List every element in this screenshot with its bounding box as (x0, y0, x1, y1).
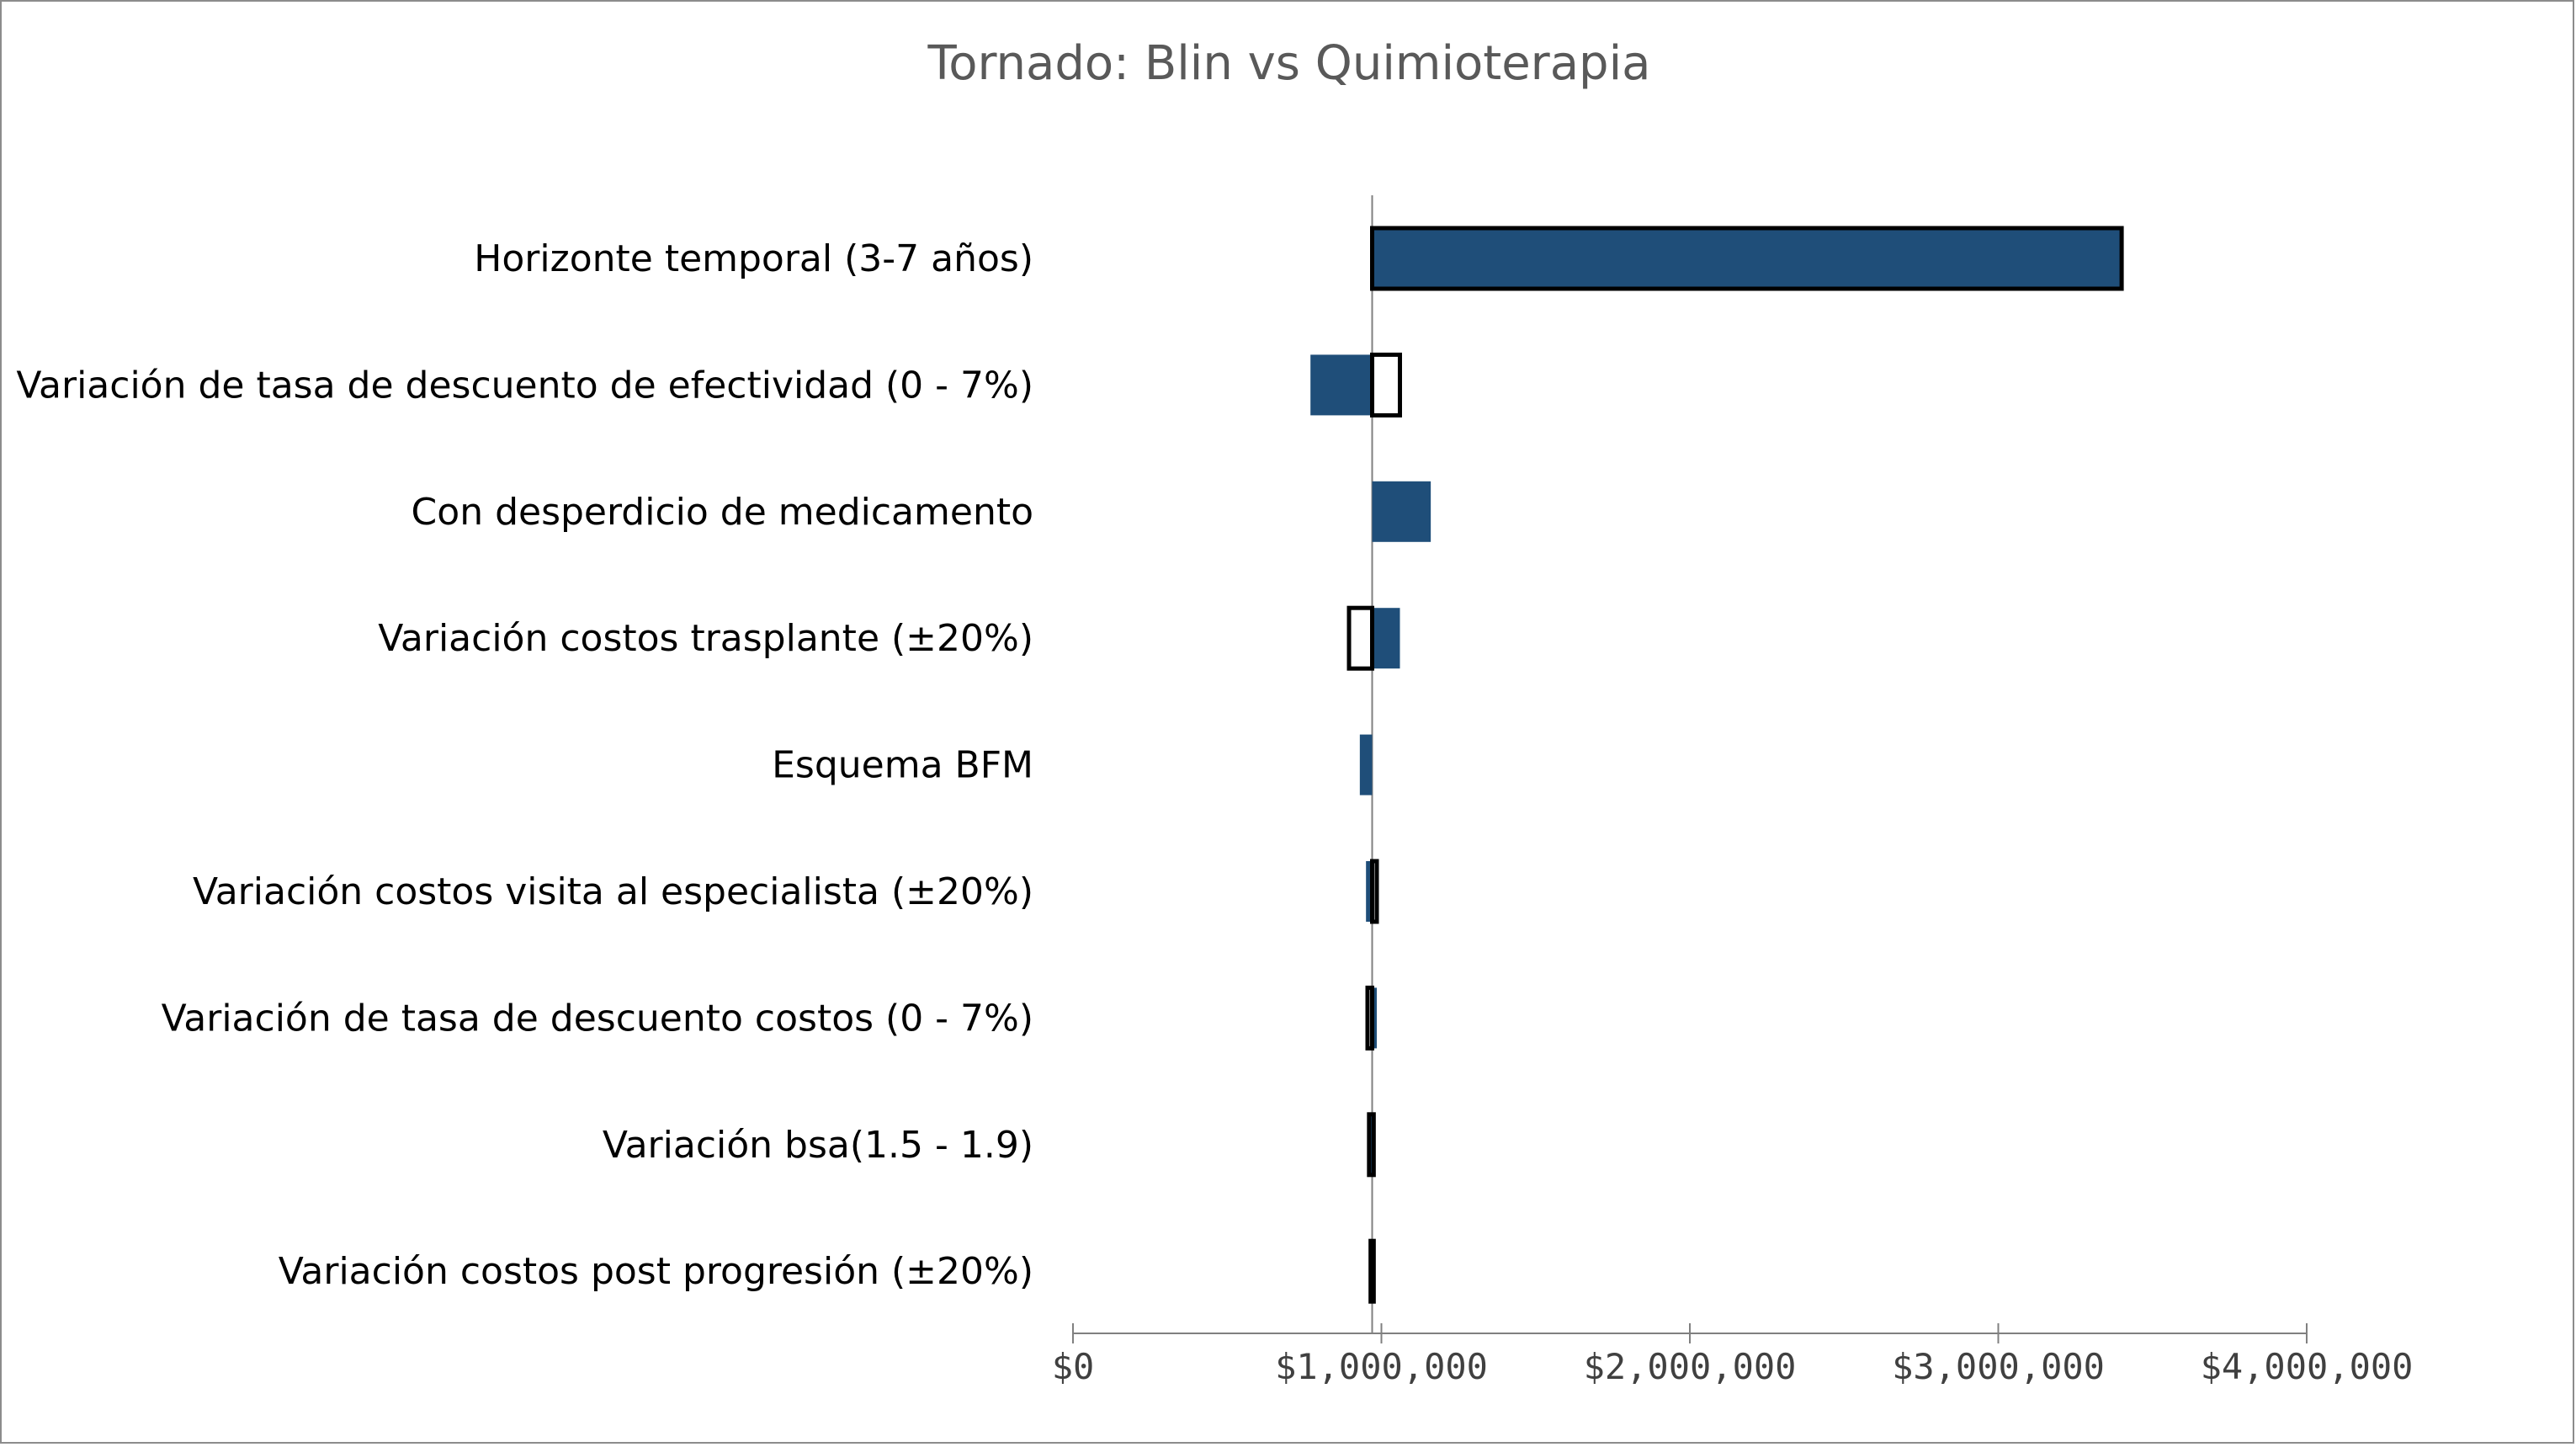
bar-outlined (1370, 352, 1402, 418)
category-label: Horizonte temporal (3-7 años) (474, 237, 1033, 280)
category-label: Esquema BFM (772, 744, 1033, 787)
x-tick-label: $0 (1052, 1346, 1095, 1387)
category-label: Con desperdicio de medicamento (412, 491, 1033, 534)
x-tick-label: $3,000,000 (1892, 1346, 2105, 1387)
bar-filled (1359, 734, 1373, 795)
bar-outlined (1367, 1112, 1376, 1178)
x-tick-label: $1,000,000 (1275, 1346, 1488, 1387)
bar-filled (1372, 228, 2122, 289)
chart-title: Tornado: Blin vs Quimioterapia (927, 36, 1651, 91)
bar-outlined (1368, 1238, 1376, 1304)
category-label: Variación costos trasplante (±20%) (378, 617, 1033, 660)
category-label: Variación de tasa de descuento de efecti… (16, 364, 1033, 407)
category-labels: Horizonte temporal (3-7 años) Variación d… (16, 237, 1033, 1293)
bar-filled (1366, 861, 1373, 922)
bar-outlined (1370, 226, 2124, 291)
x-axis: $0 $1,000,000 $2,000,000 $3,000,000 $4,000,0… (1052, 1323, 2414, 1387)
x-tick-label: $4,000,000 (2201, 1346, 2414, 1387)
category-label: Variación bsa(1.5 - 1.9) (603, 1124, 1033, 1167)
bar-outlined (1370, 859, 1379, 924)
bar-filled (1310, 354, 1373, 416)
category-label: Variación costos post progresión (±20%) (279, 1250, 1033, 1293)
category-label: Variación de tasa de descuento costos (0… (162, 997, 1033, 1040)
x-tick-label: $2,000,000 (1584, 1346, 1797, 1387)
bar-filled (1372, 608, 1400, 669)
bar-filled (1372, 481, 1431, 542)
bars (1310, 195, 2124, 1333)
category-label: Variación costos visita al especialista … (193, 870, 1033, 913)
bar-filled (1372, 987, 1378, 1049)
bar-outlined (1346, 605, 1375, 671)
bar-outlined (1365, 985, 1375, 1051)
